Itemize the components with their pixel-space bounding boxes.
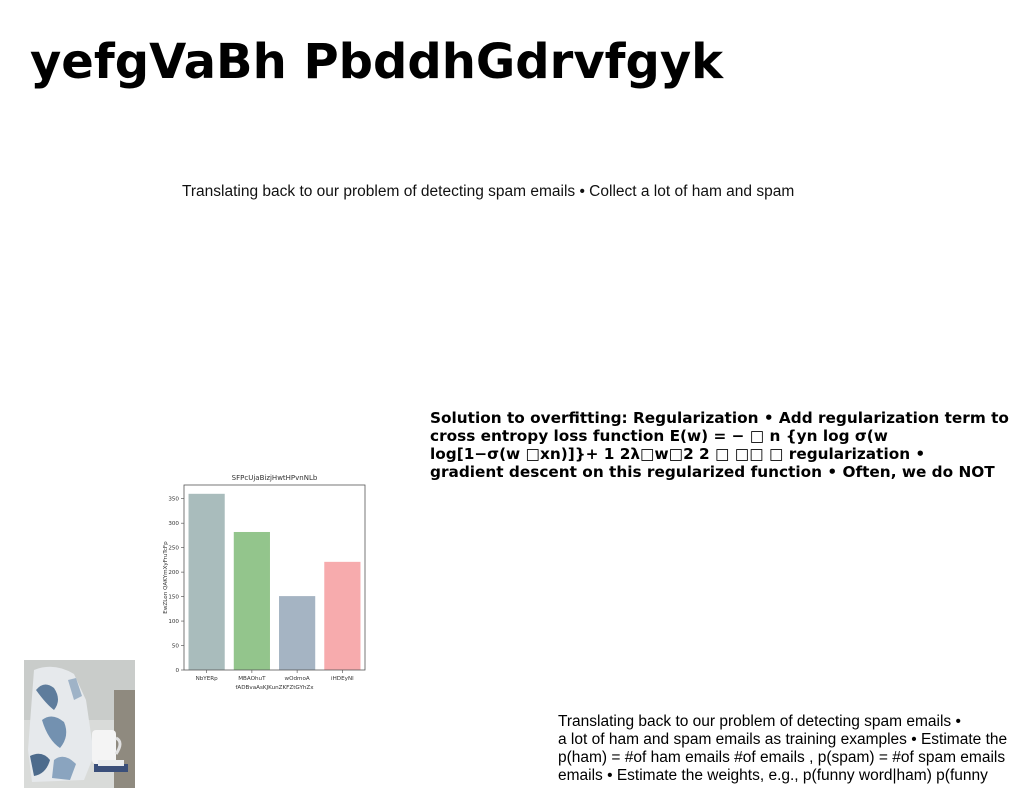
photo-image xyxy=(24,660,135,788)
x-tick-label: wOdmoA xyxy=(285,676,310,682)
y-tick-label: 50 xyxy=(172,644,180,650)
plot-frame xyxy=(183,484,366,671)
regularization-line: Solution to overfitting: Regularization … xyxy=(430,409,1009,427)
y-tick-label: 100 xyxy=(168,619,179,625)
chart-bar xyxy=(279,596,316,670)
chart-bar xyxy=(233,531,270,670)
regularization-line: cross entropy loss function E(w) = − □ n… xyxy=(430,427,888,445)
x-tick-label: iHDEyNl xyxy=(331,676,354,682)
y-tick-label: 250 xyxy=(168,546,179,552)
y-tick-label: 350 xyxy=(168,497,179,503)
spam-line: Translating back to our problem of detec… xyxy=(558,713,961,730)
regularization-text: Solution to overfitting: Regularization … xyxy=(430,409,1024,481)
chart-bar xyxy=(324,561,361,670)
regularization-line: log[1−σ(w □xn)]}+ 1 2λ□w□2 2 □ □□ □ regu… xyxy=(430,445,926,463)
y-tick-label: 200 xyxy=(168,570,179,576)
regularization-line: gradient descent on this regularized fun… xyxy=(430,463,995,481)
y-tick-label: 150 xyxy=(168,595,179,601)
spam-line: p(ham) = #of ham emails #of emails , p(s… xyxy=(558,749,1006,766)
spam-detection-text: Translating back to our problem of detec… xyxy=(558,713,1024,785)
y-axis-label: EwZLon QAKYmXyFruTcFp xyxy=(163,541,169,614)
y-tick-label: 0 xyxy=(175,668,179,674)
bar-chart-svg: SFPcUjaBizjHwtHPvnNLb NbYERp MBAOhuT wOdmoA… xyxy=(163,474,366,691)
chart-bar xyxy=(188,493,225,670)
x-tick-label: NbYERp xyxy=(196,676,219,682)
spam-line: a lot of ham and spam emails as training… xyxy=(558,731,1008,748)
mug-and-bag-photo xyxy=(24,660,135,788)
y-tick-label: 300 xyxy=(168,521,179,527)
x-tick-label: MBAOhuT xyxy=(238,676,266,682)
bar-chart: SFPcUjaBizjHwtHPvnNLb NbYERp MBAOhuT wOdmoA… xyxy=(155,466,375,696)
page-subtitle: Translating back to our problem of detec… xyxy=(182,183,795,200)
chart-title: SFPcUjaBizjHwtHPvnNLb xyxy=(232,474,318,482)
page-title: yefgVaBh PbddhGdrvfgyk xyxy=(30,34,724,90)
x-axis-label: fADBvaAsKJKunZKFZtGYhZx xyxy=(235,685,314,691)
spam-line: emails • Estimate the weights, e.g., p(f… xyxy=(558,767,988,784)
